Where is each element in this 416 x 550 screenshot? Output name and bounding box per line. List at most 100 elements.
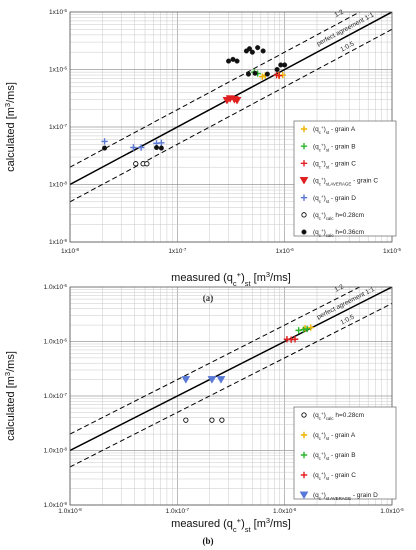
legend-entry: (qc+)st - grain D — [313, 193, 356, 203]
series-3 — [222, 95, 242, 105]
y-tick-label: 1.0x10-6 — [44, 337, 68, 346]
data-point — [144, 161, 150, 167]
data-point — [295, 327, 302, 334]
data-points — [181, 324, 314, 423]
legend-entry: (qc+)st - grain C — [313, 159, 356, 169]
x-tick-label: 1x10-5 — [383, 247, 402, 256]
plot-frame — [69, 286, 393, 506]
legend-marker — [299, 491, 309, 500]
data-point — [158, 139, 165, 147]
reference-lines — [70, 287, 392, 468]
y-tick-label: 1x10-8 — [49, 180, 68, 189]
y-tick-label: 1x10-6 — [49, 65, 68, 74]
data-point — [234, 58, 240, 64]
series-5 — [133, 161, 150, 167]
legend-entry: (qc+)calc h=0.28cm — [313, 411, 364, 421]
y-tick-label: 1.0x10-9 — [44, 501, 68, 510]
x-tick-label: 1x10-7 — [168, 247, 187, 256]
y-tick-label: 1x10-7 — [49, 123, 68, 132]
y-tick-label: 1.0x10-8 — [44, 446, 68, 455]
data-point — [133, 161, 139, 167]
legend-entry: (qc+)st - grain A — [313, 431, 356, 441]
data-point — [216, 376, 226, 384]
data-point — [219, 417, 225, 423]
legend-marker — [301, 212, 307, 218]
data-point — [260, 48, 266, 54]
legend-marker — [300, 142, 308, 150]
panel-label: (a) — [203, 293, 214, 303]
data-point — [102, 145, 108, 151]
data-point — [249, 49, 255, 55]
legend-marker — [300, 194, 308, 201]
legend: (qc+)calc h=0.28cm (qc+)st - grain A (qc+)… — [293, 406, 397, 501]
x-tick-label: 1x10-8 — [61, 247, 80, 256]
series-6 — [102, 45, 288, 151]
legend-marker — [300, 125, 308, 133]
x-tick-label: 1.0x10-8 — [58, 507, 82, 516]
reference-line-1-0.5 — [70, 302, 392, 468]
data-point — [274, 66, 280, 72]
x-tick-label: 1.0x10-7 — [166, 507, 190, 516]
data-point — [181, 376, 191, 384]
legend-entry: (qc+)st AVERAGE - grain D — [313, 491, 378, 501]
annotation-1-2: 1:2 — [334, 8, 346, 19]
data-point — [264, 71, 270, 77]
reference-line-1-2 — [70, 12, 361, 168]
reference-line-1-2 — [70, 287, 361, 435]
data-point — [232, 96, 242, 105]
y-tick-label: 1.0x10-5 — [44, 283, 68, 292]
panel-label: (b) — [203, 536, 214, 546]
data-point — [255, 45, 261, 51]
x-axis-label: measured (qc+)st [m3/ms] — [171, 270, 291, 288]
data-point — [259, 73, 266, 80]
data-point — [276, 72, 283, 79]
legend-entry: (qc+)calc h=0.36cm — [313, 228, 364, 238]
legend-marker — [300, 160, 308, 167]
data-point — [137, 144, 145, 151]
legend-marker — [300, 471, 308, 479]
data-point — [183, 417, 189, 423]
chart-panel-b: perfect agreement 1:11:21:0.51.0x10-8 1.0… — [3, 283, 405, 546]
data-point — [226, 58, 232, 64]
y-tick-label: 1x10-9 — [49, 238, 68, 247]
y-axis-label: calculated [m3/ms] — [3, 82, 18, 172]
legend-entry: (qc+)calc h=0.28cm — [313, 211, 364, 221]
tick-labels: 1.0x10-8 1.0x10-7 1.0x10-6 1.0x10-5 1.0x10-9… — [44, 283, 405, 515]
legend-entry: (qc+)st - grain B — [313, 142, 356, 152]
legend: (qc+)st - grain A (qc+)st - grain B (qc+)s… — [293, 120, 397, 238]
data-point — [303, 325, 311, 333]
legend-entry: (qc+)st - grain A — [313, 125, 356, 135]
legend-entry: (qc+)st,AVERAGE - grain C — [313, 176, 378, 186]
legend-marker — [301, 412, 307, 418]
data-points — [101, 45, 288, 167]
legend-marker — [301, 229, 307, 235]
data-point — [300, 326, 307, 333]
annotation-1-2: 1:2 — [334, 283, 346, 294]
series-3 — [283, 336, 299, 343]
legend-entry: (qc+)st - grain C — [313, 471, 356, 481]
data-point — [209, 417, 215, 423]
y-tick-label: 1x10-5 — [49, 8, 68, 17]
legend-marker — [299, 177, 309, 185]
data-point — [307, 324, 314, 331]
y-axis-label: calculated [m3/ms] — [3, 351, 18, 441]
data-point — [154, 145, 160, 151]
legend-marker — [300, 451, 308, 459]
legend-marker — [300, 431, 308, 439]
data-point — [246, 46, 252, 52]
data-point — [252, 70, 258, 76]
series-4 — [181, 376, 226, 384]
reference-line-1-1 — [70, 287, 392, 452]
x-tick-label: 1x10-6 — [276, 247, 295, 256]
legend-box — [293, 406, 397, 500]
data-point — [101, 138, 108, 145]
y-tick-label: 1.0x10-7 — [44, 392, 68, 401]
data-point — [158, 145, 164, 151]
legend-entry: (qc+)st - grain B — [313, 451, 356, 461]
reference-line-1-0.5 — [70, 28, 392, 203]
legend-box — [293, 120, 397, 237]
data-point — [245, 71, 251, 77]
x-tick-label: 1.0x10-5 — [380, 507, 404, 516]
